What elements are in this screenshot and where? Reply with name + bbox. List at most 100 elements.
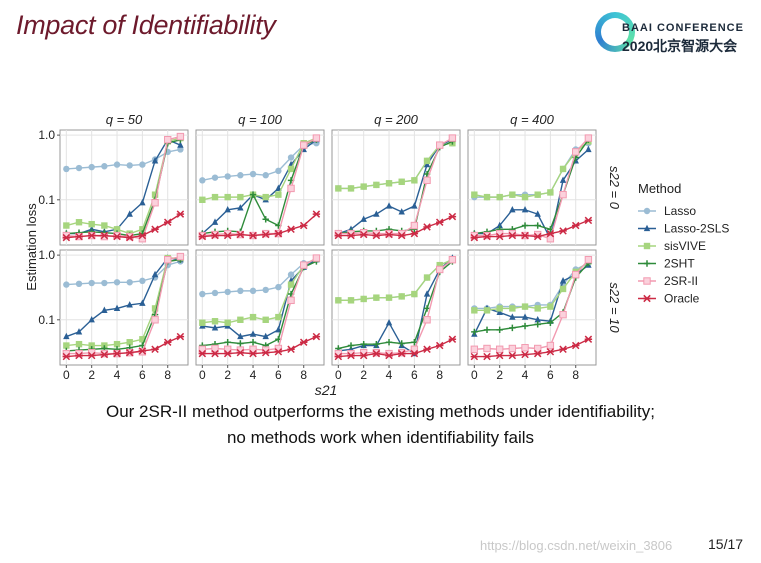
watermark: https://blog.csdn.net/weixin_3806: [480, 538, 673, 553]
data-point: [359, 230, 368, 239]
data-point: [584, 216, 593, 225]
x-tick-label: 2: [88, 368, 95, 382]
data-point: [164, 135, 172, 144]
data-point: [435, 341, 444, 350]
data-point: [237, 332, 244, 340]
data-point: [237, 172, 244, 179]
data-point: [237, 316, 244, 323]
data-point: [237, 193, 244, 201]
x-tick-label: 8: [436, 368, 443, 382]
data-point: [163, 218, 172, 226]
data-point: [423, 157, 431, 165]
data-point: [312, 210, 321, 218]
series-line: [338, 142, 453, 190]
legend-title: Method: [638, 181, 681, 196]
data-point: [274, 348, 283, 356]
data-point: [372, 231, 381, 240]
data-point: [224, 173, 231, 180]
series-line: [202, 139, 317, 235]
data-point: [224, 339, 231, 346]
data-point: [534, 230, 542, 239]
data-point: [88, 220, 95, 228]
data-point: [572, 270, 580, 279]
data-point: [347, 229, 355, 238]
x-tick-label: 0: [471, 368, 478, 382]
data-point: [571, 341, 580, 350]
series-line: [66, 257, 181, 338]
data-point: [261, 348, 270, 357]
series-line: [474, 148, 589, 241]
data-point: [177, 146, 184, 153]
data-point: [410, 221, 419, 230]
data-point: [249, 170, 257, 178]
series-line: [338, 260, 453, 350]
data-point: [483, 344, 491, 353]
y-tick-label: 0.1: [38, 313, 55, 327]
series-line: [338, 140, 453, 235]
data-point: [237, 340, 244, 347]
series-line: [202, 260, 317, 347]
data-point: [546, 229, 555, 238]
data-point: [508, 351, 517, 360]
legend-label: Oracle: [664, 292, 700, 306]
data-point: [509, 206, 516, 213]
data-point: [533, 349, 542, 358]
data-point: [410, 345, 419, 353]
data-point: [287, 225, 295, 234]
data-point: [236, 230, 245, 239]
data-point: [139, 299, 146, 306]
x-tick-label: 0: [335, 368, 342, 382]
series-line: [66, 138, 181, 235]
data-point: [249, 287, 257, 295]
data-point: [521, 206, 529, 213]
data-point: [470, 345, 479, 353]
data-point: [211, 349, 219, 358]
data-point: [385, 230, 393, 239]
data-point: [521, 313, 529, 320]
series-line: [202, 335, 317, 355]
y-axis-label: Estimation loss: [24, 203, 39, 291]
data-point: [385, 202, 393, 209]
row-title: s22 = 10: [607, 282, 622, 333]
data-point: [199, 196, 206, 203]
series-line: [202, 137, 317, 201]
x-tick-label: 4: [386, 368, 393, 382]
data-point: [151, 316, 159, 324]
data-point: [176, 252, 185, 261]
data-point: [249, 345, 257, 353]
data-point: [63, 342, 70, 349]
data-point: [423, 316, 431, 324]
data-point: [547, 303, 554, 310]
series-line: [338, 338, 453, 358]
x-tick-label: 0: [199, 368, 206, 382]
data-point: [448, 255, 457, 264]
data-point: [471, 191, 478, 198]
data-point: [385, 351, 393, 360]
data-point: [113, 279, 121, 286]
series-line: [202, 213, 317, 238]
data-point: [496, 305, 503, 312]
data-point: [521, 303, 529, 310]
data-point: [287, 154, 295, 161]
data-point: [138, 231, 147, 240]
data-point: [163, 338, 172, 346]
data-point: [483, 352, 491, 361]
data-point: [410, 229, 419, 238]
data-point: [139, 226, 146, 233]
data-point: [546, 341, 555, 350]
data-point: [126, 162, 133, 169]
logo-line2: 2020北京智源大会: [622, 38, 738, 54]
data-point: [385, 294, 393, 301]
series-line: [338, 259, 453, 355]
data-point: [176, 332, 185, 341]
series-line: [66, 257, 181, 347]
data-point: [224, 193, 231, 201]
data-point: [75, 328, 83, 335]
data-point: [237, 287, 244, 295]
data-point: [496, 193, 503, 201]
data-point: [359, 228, 368, 237]
conference-logo: BAAI CONFERENCE 2020北京智源大会: [595, 10, 755, 60]
data-point: [643, 242, 651, 250]
data-point: [62, 231, 71, 240]
data-point: [312, 332, 321, 341]
